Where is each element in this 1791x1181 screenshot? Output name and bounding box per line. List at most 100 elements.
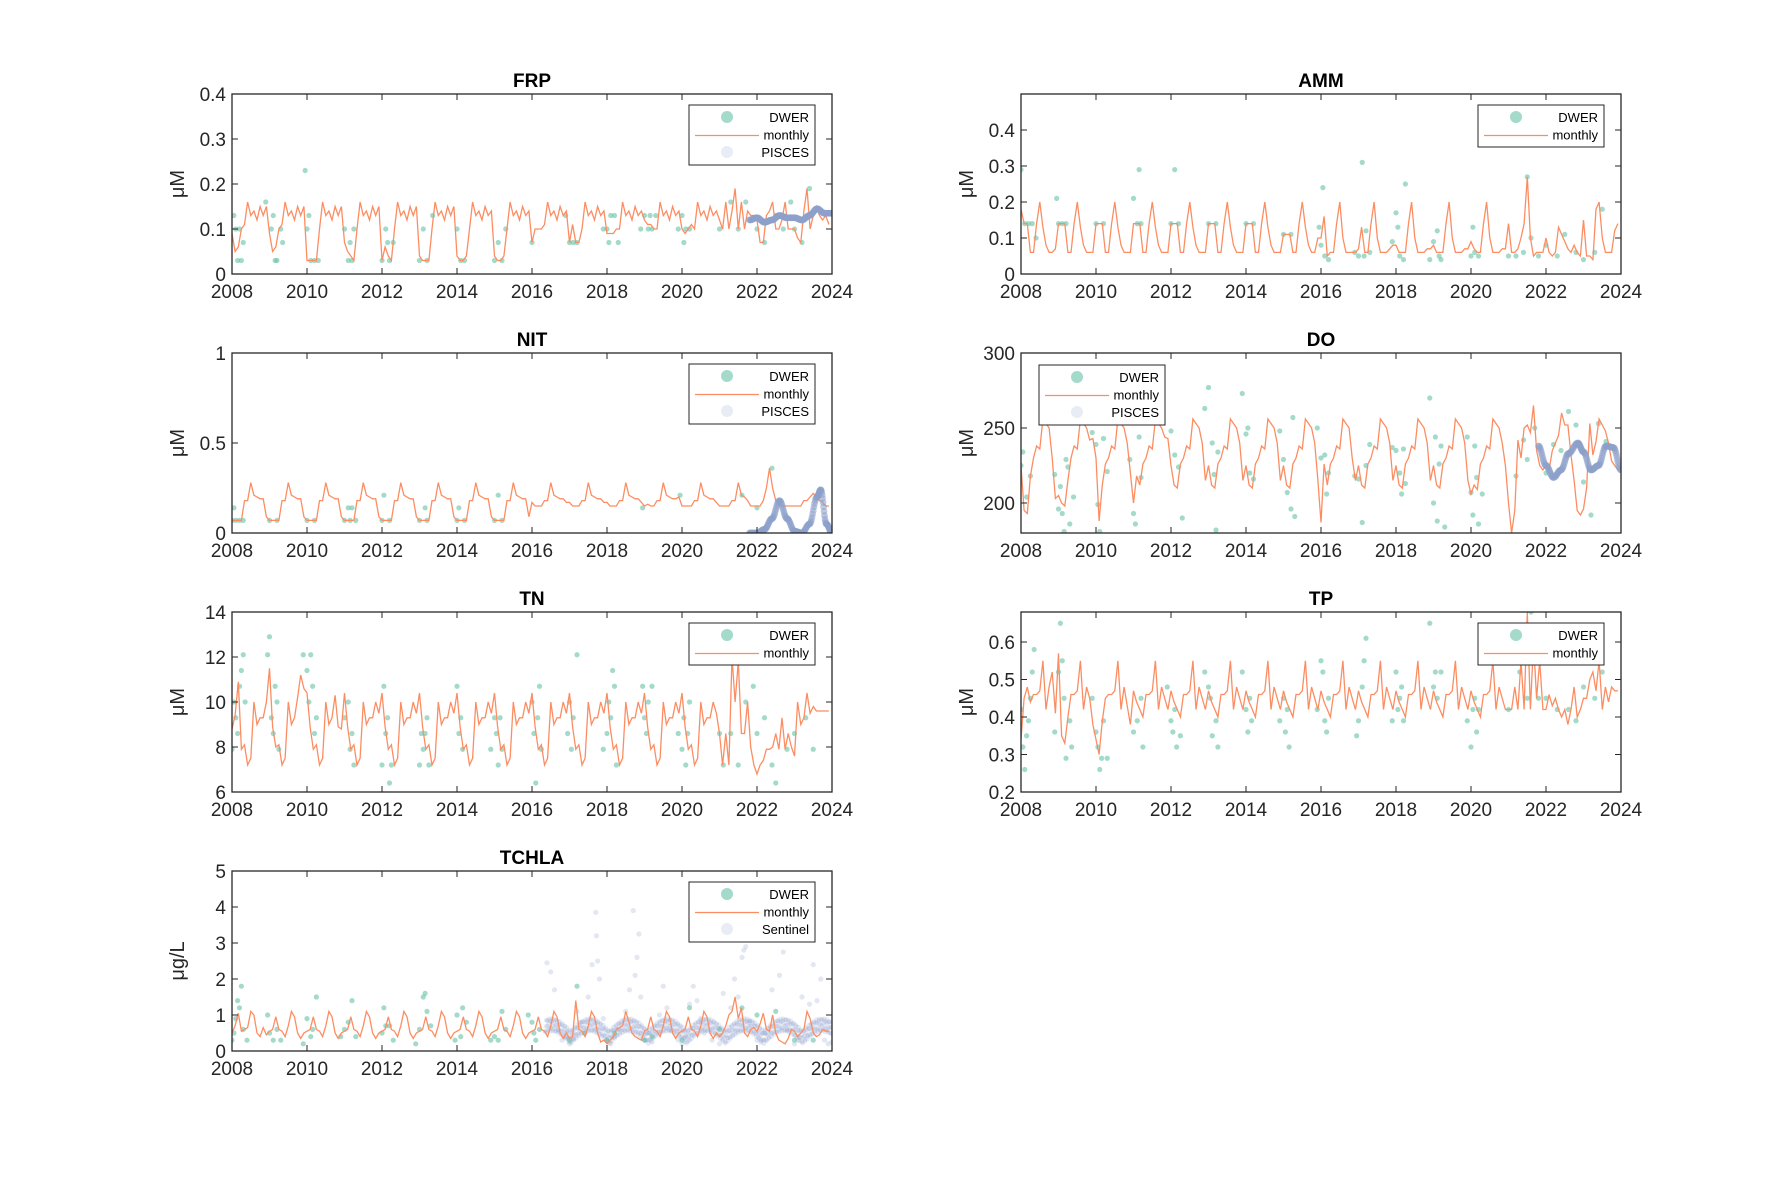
- sentinel-point: [736, 1019, 742, 1025]
- dwer-point: [683, 762, 689, 768]
- sentinel-point: [744, 1016, 750, 1022]
- sentinel-point: [738, 1028, 744, 1034]
- sentinel-point: [684, 1040, 690, 1046]
- panel-do: 2008 2010 2012 2014 2016 2018 2020 2022 2024 200 2…: [956, 330, 1643, 562]
- dwer-point: [1400, 718, 1407, 724]
- dwer-point: [1520, 249, 1527, 255]
- x-tick-label: 2018: [586, 1059, 628, 1080]
- dwer-point: [1324, 729, 1330, 735]
- sentinel-point: [634, 1027, 640, 1032]
- sentinel-point: [735, 1030, 741, 1036]
- dwer-point: [679, 1037, 685, 1043]
- dwer-point: [235, 257, 241, 264]
- dwer-point: [1138, 695, 1144, 701]
- dwer-point: [1402, 181, 1408, 187]
- dwer-point: [535, 715, 541, 721]
- sentinel-point: [784, 1028, 790, 1033]
- dwer-point: [1400, 257, 1407, 263]
- legend-label: monthly: [763, 128, 809, 143]
- dwer-point: [1286, 744, 1292, 750]
- dwer-point: [274, 699, 280, 705]
- dwer-point: [274, 257, 280, 264]
- y-tick-label: 0: [1004, 265, 1015, 286]
- dwer-point: [1029, 669, 1035, 675]
- dwer-point: [499, 257, 505, 264]
- legend-label: monthly: [1113, 388, 1159, 403]
- sentinel-point: [733, 1032, 738, 1037]
- dwer-point: [263, 199, 269, 205]
- sentinel-point: [766, 1035, 772, 1041]
- dwer-point: [611, 683, 618, 689]
- dwer-point: [1243, 431, 1249, 437]
- dwer-point: [1588, 512, 1594, 518]
- x-tick-label: 2016: [511, 282, 553, 303]
- sentinel-point: [576, 1031, 581, 1037]
- sentinel-point: [784, 1026, 790, 1032]
- sentinel-point: [598, 1022, 604, 1027]
- sentinel-point: [753, 1030, 759, 1036]
- dwer-point: [495, 1037, 501, 1043]
- sentinel-point: [666, 1026, 671, 1032]
- dwer-point: [1277, 428, 1283, 434]
- sentinel-point: [692, 1033, 697, 1039]
- sentinel-point: [716, 1022, 722, 1028]
- dwer-point: [345, 699, 351, 705]
- dwer-point: [1427, 257, 1433, 263]
- dwer-point: [1436, 461, 1442, 467]
- sentinel-point: [815, 1025, 821, 1031]
- sentinel-point: [782, 1023, 788, 1029]
- dwer-point: [1573, 718, 1579, 724]
- sentinel-point: [589, 1021, 595, 1027]
- sentinel-point: [629, 1016, 634, 1022]
- dwer-point: [754, 730, 760, 737]
- sentinel-point: [677, 1023, 683, 1028]
- sentinel-point: [580, 1019, 586, 1025]
- legend-box: [1477, 104, 1605, 148]
- sentinel-point: [567, 1028, 573, 1033]
- dwer-point: [1468, 744, 1474, 750]
- sentinel-point: [588, 1022, 594, 1028]
- sentinel-point: [619, 1027, 625, 1033]
- dwer-point: [566, 1037, 573, 1043]
- sentinel-point: [623, 1023, 629, 1029]
- sentinel-point: [738, 1023, 744, 1028]
- sentinel-point: [730, 1033, 736, 1039]
- dwer-point: [686, 226, 693, 232]
- dwer-point: [1059, 510, 1065, 517]
- sentinel-point: [580, 1025, 586, 1030]
- x-tick-label: 2022: [736, 800, 778, 821]
- dwer-point: [1430, 239, 1437, 245]
- legend-label: Sentinel: [762, 922, 809, 937]
- sentinel-point: [675, 1026, 681, 1032]
- dwer-point: [381, 492, 387, 498]
- dwer-point: [643, 730, 649, 737]
- x-tick-label: 2008: [1000, 282, 1042, 303]
- sentinel-point: [674, 1028, 680, 1033]
- sentinel-point: [546, 1021, 552, 1027]
- sentinel-point: [745, 1027, 751, 1033]
- dwer-point: [525, 1012, 531, 1018]
- y-tick-label: 0.1: [989, 229, 1015, 250]
- x-tick-label: 2012: [361, 1059, 403, 1080]
- y-tick-label: 0: [215, 1042, 226, 1063]
- dwer-point: [608, 212, 614, 219]
- dwer-point: [1033, 235, 1039, 241]
- legend-label: DWER: [769, 369, 809, 384]
- sentinel-point: [741, 947, 747, 953]
- dwer-point: [1316, 224, 1322, 230]
- sentinel-point: [543, 1024, 549, 1029]
- x-tick-label: 2020: [661, 800, 703, 821]
- sentinel-point: [635, 1030, 641, 1035]
- dwer-point: [788, 199, 794, 205]
- sentinel-point: [620, 1026, 626, 1032]
- dwer-point: [600, 226, 606, 232]
- dwer-point: [647, 212, 653, 219]
- sentinel-point: [693, 1025, 699, 1031]
- dwer-point: [416, 762, 423, 768]
- dwer-point: [1363, 635, 1369, 641]
- monthly-line: [232, 656, 829, 776]
- dwer-point: [686, 1005, 693, 1011]
- dwer-point: [1209, 733, 1215, 739]
- dwer-point: [491, 257, 498, 264]
- sentinel-point: [664, 1025, 670, 1031]
